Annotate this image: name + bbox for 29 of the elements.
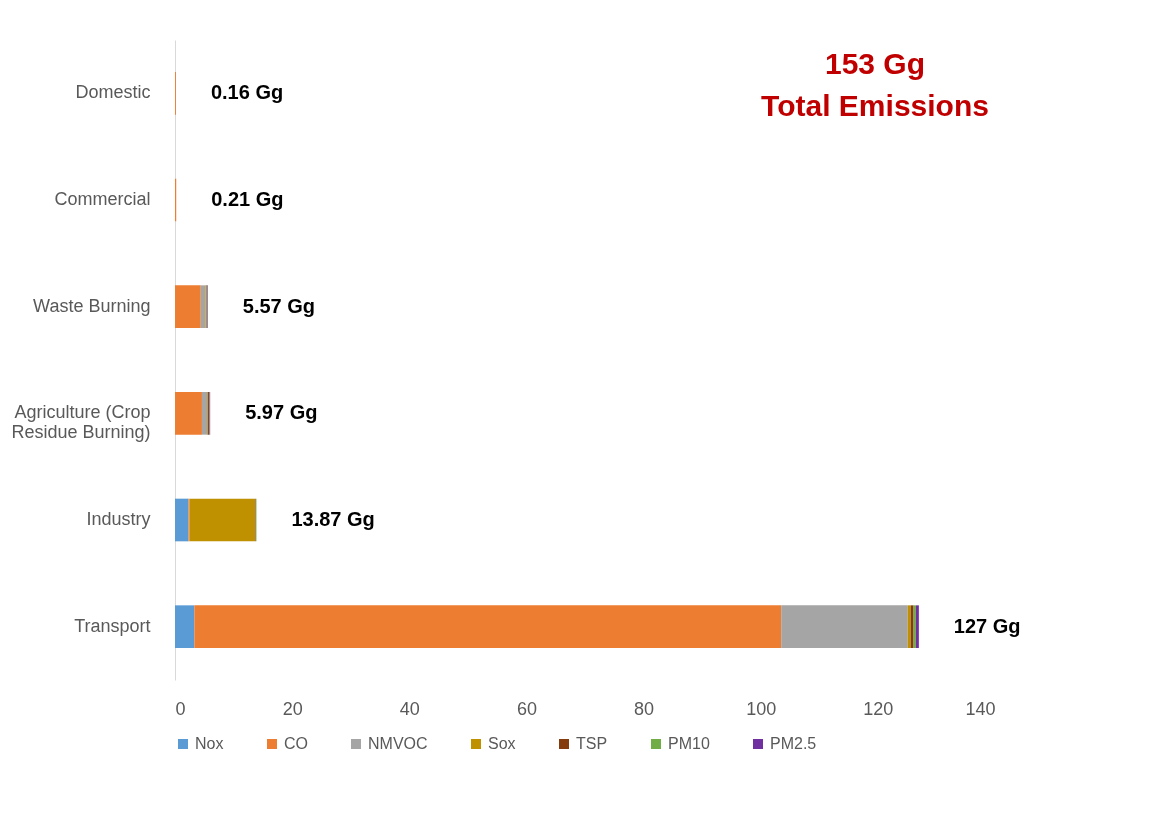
total-label: 5.57 Gg — [242, 294, 316, 317]
legend-label: CO — [284, 735, 308, 752]
legend-label: NMVOC — [368, 735, 428, 752]
legend-label: TSP — [576, 735, 608, 752]
annotation: 153 Gg — [824, 47, 926, 80]
x-tick-label: 140 — [965, 698, 996, 719]
total-label: 0.16 Gg — [210, 81, 284, 104]
legend-label: PM2.5 — [770, 735, 817, 752]
y-tick-label: Industry — [86, 509, 151, 529]
total-label: 0.21 Gg — [211, 188, 284, 210]
x-tick-label: 80 — [634, 698, 655, 719]
total-label: 5.97 Gg — [245, 401, 318, 424]
y-tick-label: Transport — [74, 615, 151, 636]
x-tick-label: 60 — [516, 698, 537, 719]
x-tick-label: 0 — [175, 698, 186, 719]
x-tick-label: 120 — [863, 698, 894, 719]
legend-label: Sox — [488, 735, 516, 752]
y-tick-label: Domestic — [75, 82, 151, 103]
y-tick-label: Waste Burning — [33, 295, 151, 316]
legend-label: Nox — [195, 735, 224, 752]
legend-label: PM10 — [668, 735, 710, 752]
x-tick-label: 100 — [746, 698, 777, 719]
x-tick-label: 20 — [282, 698, 303, 719]
y-tick-label: Commercial — [54, 189, 151, 209]
total-label: 13.87 Gg — [291, 508, 375, 530]
annotation: Total Emissions — [761, 89, 989, 122]
total-label: 127 Gg — [953, 614, 1021, 637]
y-tick-label: Agriculture (Crop Residue Burning) — [11, 402, 151, 443]
x-tick-label: 40 — [399, 698, 420, 719]
